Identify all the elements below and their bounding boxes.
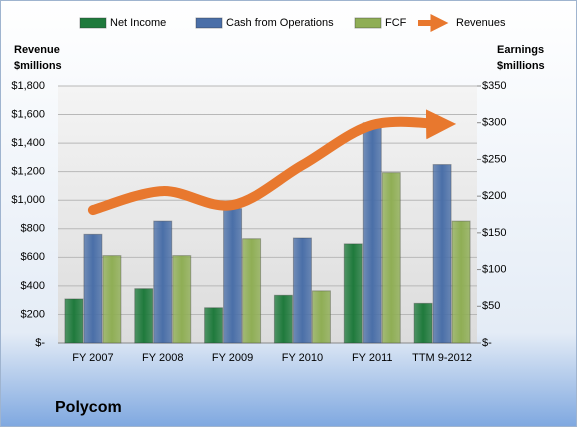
bar <box>343 243 363 344</box>
y2-tick-label: $300 <box>482 117 506 129</box>
y2-tick-label: $50 <box>482 300 500 312</box>
legend-swatch <box>195 17 223 29</box>
bar <box>273 294 293 344</box>
x-tick-label: FY 2007 <box>72 352 113 364</box>
y2-tick-label: $100 <box>482 263 506 275</box>
y-axis-title: $millions <box>14 60 62 72</box>
legend-label: FCF <box>385 17 407 29</box>
bar <box>153 220 173 344</box>
y-tick-label: $1,800 <box>11 80 45 92</box>
legend-label: Revenues <box>456 17 506 29</box>
bar <box>242 238 262 344</box>
y-tick-label: $800 <box>21 223 45 235</box>
y2-tick-label: $200 <box>482 190 506 202</box>
bar <box>362 122 382 344</box>
bar <box>134 288 154 344</box>
legend-label: Net Income <box>110 17 166 29</box>
x-tick-label: FY 2008 <box>142 352 183 364</box>
bar <box>432 164 452 344</box>
legend-label: Cash from Operations <box>226 17 334 29</box>
y2-axis-title: Earnings <box>497 44 544 56</box>
bar <box>83 233 103 344</box>
y-axis-title: Revenue <box>14 44 60 56</box>
legend-swatch <box>79 17 107 29</box>
bar <box>172 255 192 344</box>
y-tick-label: $600 <box>21 251 45 263</box>
y-tick-label: $1,600 <box>11 108 45 120</box>
bar <box>311 290 331 344</box>
x-tick-label: TTM 9-2012 <box>412 352 472 364</box>
y-tick-label: $1,000 <box>11 194 45 206</box>
bar <box>102 255 122 344</box>
bar <box>413 302 433 344</box>
y-tick-label: $200 <box>21 308 45 320</box>
legend-swatch <box>354 17 382 29</box>
y-tick-label: $400 <box>21 280 45 292</box>
bar <box>64 298 84 344</box>
y2-tick-label: $250 <box>482 153 506 165</box>
bar <box>451 220 471 344</box>
x-tick-label: FY 2010 <box>282 352 323 364</box>
y-tick-label: $1,200 <box>11 166 45 178</box>
y2-tick-label: $- <box>482 337 492 349</box>
x-tick-label: FY 2009 <box>212 352 253 364</box>
y2-axis-title: $millions <box>497 60 545 72</box>
bar <box>204 307 224 344</box>
y2-tick-label: $150 <box>482 227 506 239</box>
x-tick-label: FY 2011 <box>352 352 393 364</box>
revenue-line <box>87 109 457 216</box>
bar <box>292 237 312 344</box>
bar <box>223 208 243 344</box>
y2-tick-label: $350 <box>482 80 506 92</box>
chart-title: Polycom <box>55 399 122 416</box>
plot-area <box>58 86 477 343</box>
bar <box>381 172 401 344</box>
y-tick-label: $- <box>35 337 45 349</box>
y-tick-label: $1,400 <box>11 137 45 149</box>
